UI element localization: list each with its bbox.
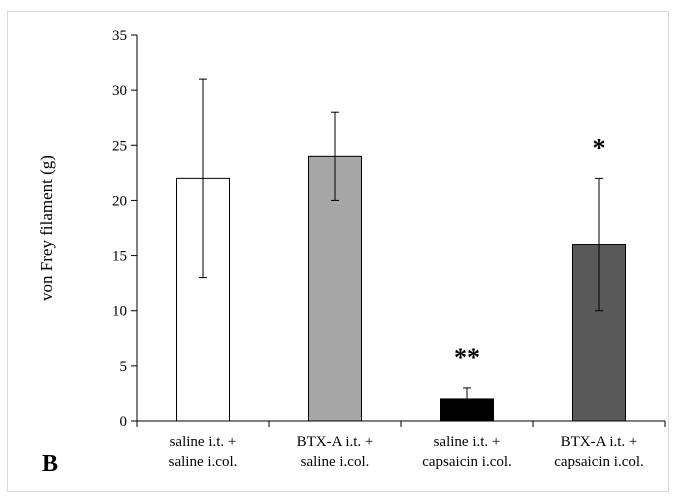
bars: *** <box>176 78 626 422</box>
significance-marker: ** <box>454 343 480 372</box>
y-tick-label: 35 <box>112 28 127 44</box>
x-category-label: capsaicin i.col. <box>422 454 512 470</box>
significance-marker: * <box>593 133 606 162</box>
x-category-label: saline i.col. <box>301 454 370 470</box>
y-tick-label: 0 <box>120 414 128 430</box>
y-tick-label: 10 <box>112 304 127 320</box>
x-category-label: BTX-A i.t. + <box>561 434 638 450</box>
panel-label: B <box>42 451 58 477</box>
y-axis-label: von Frey filament (g) <box>37 155 56 301</box>
y-tick-label: 30 <box>112 83 127 99</box>
x-category-label: saline i.t. + <box>434 434 501 450</box>
y-axis: 0 5 10 15 20 25 30 35 <box>112 28 138 430</box>
y-tick-label: 5 <box>120 359 128 375</box>
y-tick-label: 20 <box>112 193 127 209</box>
x-category-label: saline i.col. <box>169 454 238 470</box>
x-category-label: BTX-A i.t. + <box>297 434 374 450</box>
y-tick-label: 25 <box>112 138 127 154</box>
y-tick-label: 15 <box>112 249 127 265</box>
x-category-label: saline i.t. + <box>170 434 237 450</box>
x-category-label: capsaicin i.col. <box>554 454 644 470</box>
x-axis: saline i.t. + saline i.col. BTX-A i.t. + sa… <box>136 420 666 470</box>
